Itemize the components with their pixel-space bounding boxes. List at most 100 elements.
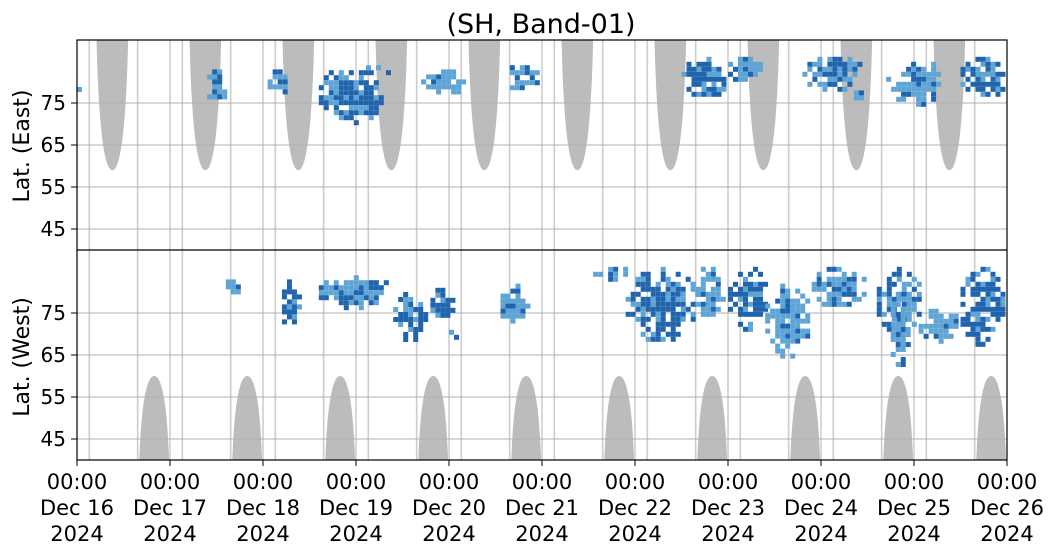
detection-cell (831, 266, 837, 272)
detection-cell (795, 323, 801, 329)
detection-cell (286, 284, 292, 290)
detection-cell (665, 321, 671, 327)
detection-cell (286, 279, 292, 285)
detection-cell (911, 86, 917, 92)
detection-cell (281, 309, 287, 315)
detection-cell (748, 321, 753, 327)
detection-cell (851, 271, 857, 277)
detection-cell (711, 66, 717, 72)
detection-cell (418, 302, 424, 307)
detection-cell (670, 331, 676, 337)
detection-cell (670, 326, 676, 332)
detection-cell (706, 91, 712, 97)
detection-cell (936, 71, 942, 77)
detection-cell (926, 71, 932, 77)
detection-cell (413, 307, 419, 312)
detection-cell (995, 286, 1001, 292)
detection-cell (975, 331, 981, 337)
detection-cell (449, 329, 454, 335)
detection-cell (743, 326, 748, 332)
detection-cell (753, 281, 758, 287)
detection-cell (640, 271, 646, 277)
detection-cell (675, 281, 681, 287)
detection-cell (876, 286, 882, 292)
detection-cell (343, 115, 349, 121)
detection-cell (990, 306, 996, 312)
detection-cell (705, 296, 711, 302)
detection-cell (217, 79, 223, 85)
detection-cell (338, 290, 344, 296)
detection-cell (816, 281, 822, 287)
x-tick-label-date: Dec 26 (970, 496, 1044, 520)
detection-cell (373, 85, 379, 91)
detection-cell (901, 91, 907, 97)
detection-cell (891, 271, 897, 277)
detection-cell (795, 333, 801, 339)
detection-cell (650, 286, 656, 292)
detection-cell (916, 291, 922, 297)
detection-cell (441, 84, 447, 90)
detection-cell (980, 341, 986, 347)
detection-cell (685, 276, 691, 282)
detection-cell (353, 105, 359, 111)
detection-cell (338, 90, 344, 96)
detection-cell (701, 71, 707, 77)
detection-cell (980, 61, 986, 67)
detection-cell (403, 297, 409, 302)
detection-cell (906, 281, 912, 287)
detection-cell (338, 285, 344, 291)
y-tick-label: 45 (41, 427, 66, 451)
detection-cell (970, 306, 976, 312)
detection-cell (852, 61, 858, 67)
x-tick-label-year: 2024 (50, 522, 103, 546)
x-tick-label-time: 00:00 (419, 470, 480, 494)
detection-cell (780, 353, 786, 359)
detection-cell (660, 271, 666, 277)
detection-cell (323, 105, 329, 111)
detection-cell (353, 85, 359, 91)
detection-cell (393, 317, 399, 322)
detection-cell (906, 296, 912, 302)
x-tick-label-time: 00:00 (326, 470, 387, 494)
detection-cell (710, 291, 716, 297)
detection-cell (291, 309, 297, 315)
detection-cell (837, 71, 843, 77)
detection-cell (918, 328, 924, 334)
detection-cell (701, 86, 707, 92)
detection-cell (333, 100, 339, 106)
detection-cell (827, 71, 833, 77)
detection-cell (691, 71, 697, 77)
detection-cell (906, 91, 912, 97)
coverage-lobe-bottom (232, 376, 263, 460)
detection-cell (728, 61, 733, 67)
detection-cell (670, 321, 676, 327)
detection-cell (640, 296, 646, 302)
detection-cell (534, 80, 540, 86)
detection-cell (753, 266, 758, 272)
detection-cell (353, 110, 359, 116)
detection-cell (373, 285, 379, 291)
detection-cell (655, 336, 661, 342)
detection-cell (353, 95, 359, 101)
detection-cell (716, 91, 722, 97)
detection-cell (338, 300, 344, 306)
detection-cell (995, 301, 1001, 307)
detection-cell (695, 291, 701, 297)
detection-cell (635, 316, 641, 322)
detection-cell (763, 281, 768, 287)
detection-cell (748, 326, 753, 332)
detection-cell (743, 286, 748, 292)
detection-cell (413, 317, 419, 322)
detection-cell (640, 281, 646, 287)
detection-cell (985, 291, 991, 297)
detection-cell (286, 304, 292, 310)
x-tick-label-year: 2024 (329, 522, 382, 546)
detection-cell (931, 61, 937, 67)
coverage-lobe-top (96, 40, 129, 171)
detection-cell (832, 76, 838, 82)
detection-cell (790, 338, 796, 344)
detection-cell (435, 287, 441, 293)
detection-cell (970, 66, 976, 72)
detection-cell (696, 91, 702, 97)
detection-cell (645, 336, 651, 342)
